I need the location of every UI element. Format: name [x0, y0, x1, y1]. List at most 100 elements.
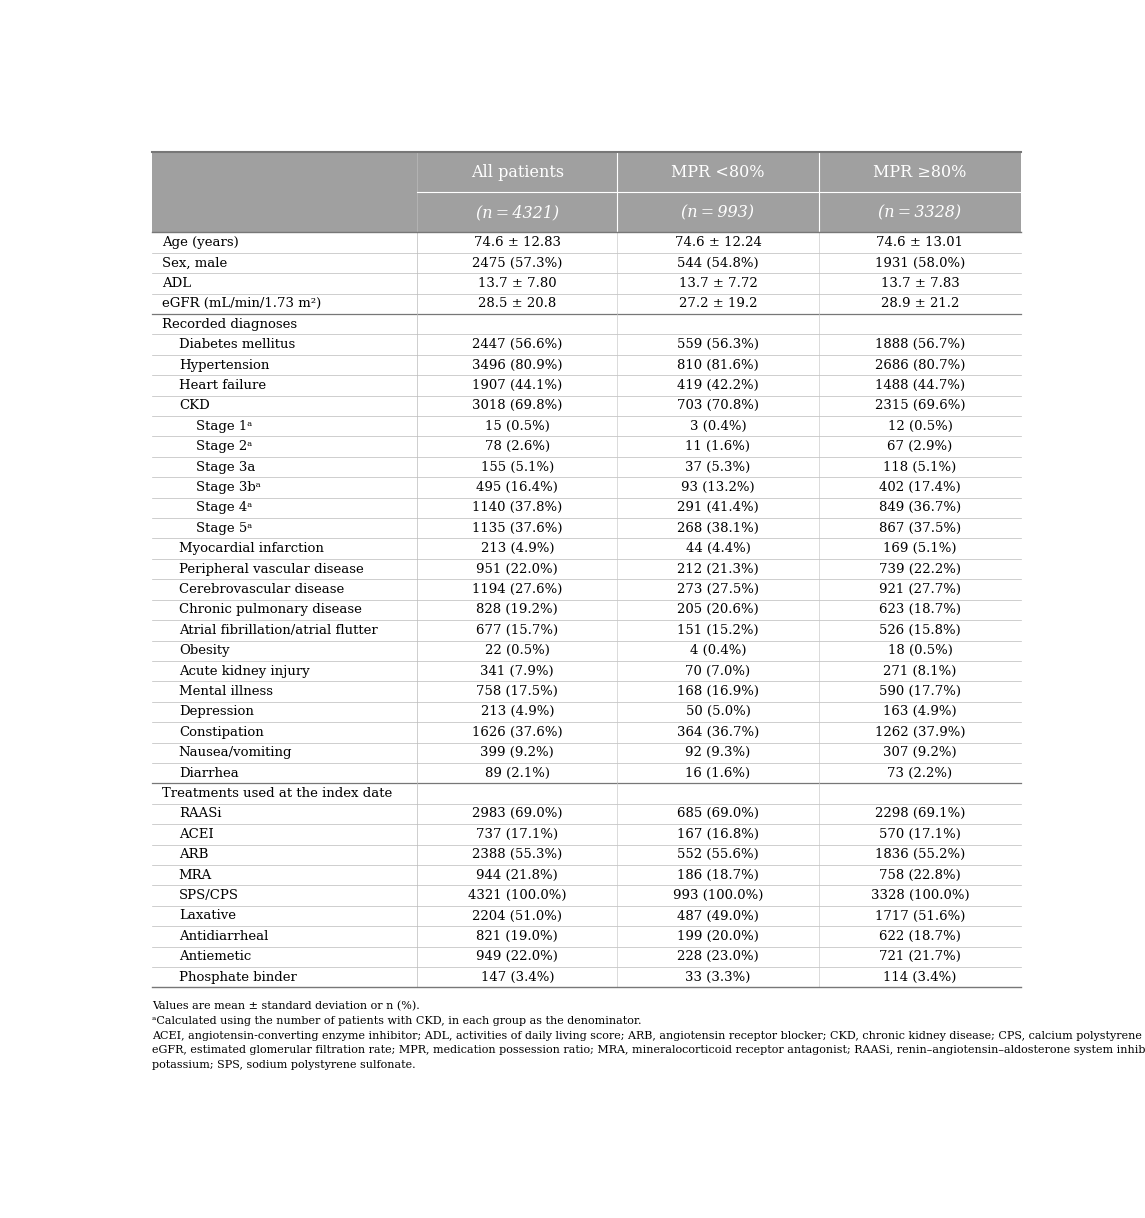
Text: Stage 4ᵃ: Stage 4ᵃ [196, 502, 252, 514]
Bar [152, 294, 1021, 314]
Text: 944 (21.8%): 944 (21.8%) [476, 868, 558, 882]
Bar [152, 314, 1021, 335]
Text: 228 (23.0%): 228 (23.0%) [677, 950, 759, 963]
Bar [152, 906, 1021, 926]
Text: 291 (41.4%): 291 (41.4%) [677, 502, 759, 514]
Text: (n = 3328): (n = 3328) [878, 203, 962, 220]
Text: 487 (49.0%): 487 (49.0%) [677, 910, 759, 922]
Text: 590 (17.7%): 590 (17.7%) [879, 685, 961, 698]
Text: Stage 1ᵃ: Stage 1ᵃ [196, 420, 252, 432]
Text: 552 (55.6%): 552 (55.6%) [677, 848, 759, 861]
Text: 33 (3.3%): 33 (3.3%) [686, 971, 751, 984]
Text: ᵃCalculated using the number of patients with CKD, in each group as the denomina: ᵃCalculated using the number of patients… [152, 1016, 642, 1026]
Bar [152, 620, 1021, 641]
Bar [152, 457, 1021, 477]
Text: 169 (5.1%): 169 (5.1%) [883, 542, 957, 555]
Text: 11 (1.6%): 11 (1.6%) [686, 440, 750, 453]
Bar [152, 885, 1021, 906]
Bar [152, 580, 1021, 599]
Text: 268 (38.1%): 268 (38.1%) [677, 521, 759, 535]
Text: 739 (22.2%): 739 (22.2%) [879, 563, 961, 576]
Text: Treatments used at the index date: Treatments used at the index date [161, 787, 392, 800]
Bar [152, 702, 1021, 722]
Bar [152, 926, 1021, 946]
Text: 307 (9.2%): 307 (9.2%) [883, 747, 957, 759]
Bar [152, 559, 1021, 580]
Bar [152, 722, 1021, 743]
Text: Sex, male: Sex, male [161, 257, 227, 269]
Text: 163 (4.9%): 163 (4.9%) [883, 705, 957, 719]
Text: eGFR (mL/min/1.73 m²): eGFR (mL/min/1.73 m²) [161, 297, 321, 311]
Text: Antidiarrheal: Antidiarrheal [179, 929, 268, 943]
Text: RAASi: RAASi [179, 808, 221, 821]
Bar [152, 967, 1021, 988]
Text: 402 (17.4%): 402 (17.4%) [879, 481, 961, 495]
Bar [152, 477, 1021, 498]
Text: 1931 (58.0%): 1931 (58.0%) [875, 257, 965, 269]
Bar [152, 417, 1021, 436]
Text: 677 (15.7%): 677 (15.7%) [476, 624, 559, 637]
Text: 4 (0.4%): 4 (0.4%) [689, 644, 747, 658]
Bar [152, 273, 1021, 294]
Text: 2983 (69.0%): 2983 (69.0%) [472, 808, 562, 821]
Text: 622 (18.7%): 622 (18.7%) [879, 929, 961, 943]
Text: MRA: MRA [179, 868, 212, 882]
Text: 213 (4.9%): 213 (4.9%) [481, 542, 554, 555]
Text: 993 (100.0%): 993 (100.0%) [673, 889, 764, 903]
Text: ACEI, angiotensin-converting enzyme inhibitor; ADL, activities of daily living s: ACEI, angiotensin-converting enzyme inhi… [152, 1030, 1145, 1040]
Bar [152, 599, 1021, 620]
Text: 1135 (37.6%): 1135 (37.6%) [472, 521, 562, 535]
Text: 1626 (37.6%): 1626 (37.6%) [472, 726, 562, 739]
Text: 205 (20.6%): 205 (20.6%) [677, 603, 759, 616]
Text: Laxative: Laxative [179, 910, 236, 922]
Text: 2388 (55.3%): 2388 (55.3%) [472, 848, 562, 861]
Text: 78 (2.6%): 78 (2.6%) [484, 440, 550, 453]
Text: 828 (19.2%): 828 (19.2%) [476, 603, 558, 616]
Bar [152, 538, 1021, 559]
Text: Stage 3bᵃ: Stage 3bᵃ [196, 481, 261, 495]
Text: All patients: All patients [471, 164, 563, 180]
Text: Atrial fibrillation/atrial flutter: Atrial fibrillation/atrial flutter [179, 624, 378, 637]
Text: 147 (3.4%): 147 (3.4%) [481, 971, 554, 984]
Text: 13.7 ± 7.83: 13.7 ± 7.83 [881, 276, 960, 290]
Text: 3 (0.4%): 3 (0.4%) [689, 420, 747, 432]
Text: 3328 (100.0%): 3328 (100.0%) [870, 889, 970, 903]
Text: 559 (56.3%): 559 (56.3%) [677, 339, 759, 351]
Text: Nausea/vomiting: Nausea/vomiting [179, 747, 292, 759]
Text: 2315 (69.6%): 2315 (69.6%) [875, 400, 965, 413]
Text: 213 (4.9%): 213 (4.9%) [481, 705, 554, 719]
Text: Stage 2ᵃ: Stage 2ᵃ [196, 440, 252, 453]
Text: 1836 (55.2%): 1836 (55.2%) [875, 848, 965, 861]
Text: Hypertension: Hypertension [179, 358, 269, 371]
Text: 271 (8.1%): 271 (8.1%) [883, 665, 957, 677]
Text: 1140 (37.8%): 1140 (37.8%) [472, 502, 562, 514]
Text: 74.6 ± 13.01: 74.6 ± 13.01 [876, 236, 963, 250]
Text: ADL: ADL [161, 276, 191, 290]
Text: Obesity: Obesity [179, 644, 229, 658]
Text: Antiemetic: Antiemetic [179, 950, 251, 963]
Text: 67 (2.9%): 67 (2.9%) [887, 440, 953, 453]
Text: 2447 (56.6%): 2447 (56.6%) [472, 339, 562, 351]
Text: Diabetes mellitus: Diabetes mellitus [179, 339, 295, 351]
Text: 151 (15.2%): 151 (15.2%) [677, 624, 759, 637]
Text: 341 (7.9%): 341 (7.9%) [481, 665, 554, 677]
Text: Stage 3a: Stage 3a [196, 460, 255, 474]
Text: CKD: CKD [179, 400, 210, 413]
Text: 1488 (44.7%): 1488 (44.7%) [875, 379, 965, 392]
Text: 37 (5.3%): 37 (5.3%) [686, 460, 751, 474]
Text: 167 (16.8%): 167 (16.8%) [677, 828, 759, 840]
Text: 155 (5.1%): 155 (5.1%) [481, 460, 554, 474]
Text: 89 (2.1%): 89 (2.1%) [484, 766, 550, 780]
Bar [152, 865, 1021, 885]
Text: 22 (0.5%): 22 (0.5%) [484, 644, 550, 658]
Text: Heart failure: Heart failure [179, 379, 266, 392]
Text: (n = 993): (n = 993) [681, 203, 755, 220]
Bar [152, 762, 1021, 783]
Bar [152, 253, 1021, 273]
Text: 74.6 ± 12.24: 74.6 ± 12.24 [674, 236, 761, 250]
Text: eGFR, estimated glomerular filtration rate; MPR, medication possession ratio; MR: eGFR, estimated glomerular filtration ra… [152, 1045, 1145, 1055]
Text: MPR <80%: MPR <80% [671, 164, 765, 180]
Text: 28.9 ± 21.2: 28.9 ± 21.2 [881, 297, 960, 311]
Text: 74.6 ± 12.83: 74.6 ± 12.83 [474, 236, 561, 250]
Text: 50 (5.0%): 50 (5.0%) [686, 705, 750, 719]
